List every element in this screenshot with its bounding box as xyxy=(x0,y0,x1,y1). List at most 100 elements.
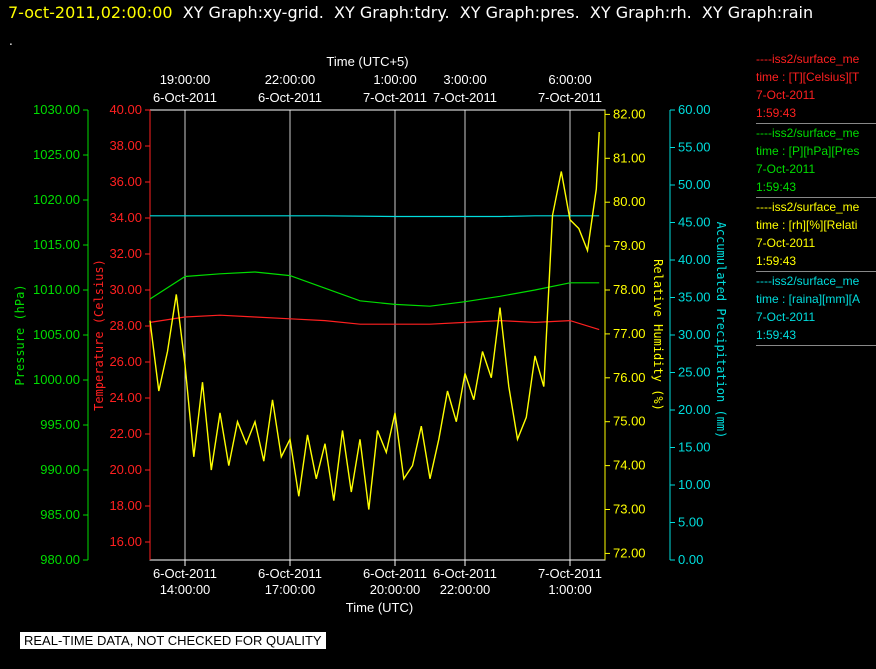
temp-tick-label: 26.00 xyxy=(109,354,142,369)
x2-tick-label-date: 7-Oct-2011 xyxy=(433,90,497,105)
rh-tick-label: 78.00 xyxy=(613,282,646,297)
pres-tick-label: 990.00 xyxy=(40,462,80,477)
legend-date: 7-Oct-2011 xyxy=(756,310,816,324)
rain-tick-label: 35.00 xyxy=(678,290,711,305)
legend-name: ----iss2/surface_me xyxy=(756,200,860,214)
x-tick-label-date: 7-Oct-2011 xyxy=(538,566,602,581)
x-tick-label-time: 22:00:00 xyxy=(440,582,491,597)
rain-tick-label: 25.00 xyxy=(678,365,711,380)
legend-date: 7-Oct-2011 xyxy=(756,162,816,176)
legend-name: ----iss2/surface_me xyxy=(756,126,860,140)
pres-tick-label: 985.00 xyxy=(40,507,80,522)
pres-tick-label: 1020.00 xyxy=(33,192,80,207)
rh-tick-label: 75.00 xyxy=(613,414,646,429)
pres-tick-label: 1010.00 xyxy=(33,282,80,297)
legend-units: time : [rh][%][Relati xyxy=(756,218,858,232)
rh-tick-label: 80.00 xyxy=(613,194,646,209)
rain-tick-label: 5.00 xyxy=(678,515,703,530)
plot-frame xyxy=(149,109,606,561)
x-tick-label-date: 6-Oct-2011 xyxy=(363,566,427,581)
rh-tick-label: 76.00 xyxy=(613,370,646,385)
x2-tick-label-time: 19:00:00 xyxy=(160,72,211,87)
header-timestamp: 7-oct-2011,02:00:00 xyxy=(8,3,173,22)
x-tick-label-time: 1:00:00 xyxy=(548,582,591,597)
temp-tick-label: 20.00 xyxy=(109,462,142,477)
x-tick-label-time: 17:00:00 xyxy=(265,582,316,597)
pres-tick-label: 995.00 xyxy=(40,417,80,432)
quality-notice: REAL-TIME DATA, NOT CHECKED FOR QUALITY xyxy=(20,632,326,649)
legend-date: 7-Oct-2011 xyxy=(756,88,816,102)
rh-tick-label: 72.00 xyxy=(613,545,646,560)
rh-axis-label: Relative Humidity (%) xyxy=(651,259,665,411)
temp-tick-label: 18.00 xyxy=(109,498,142,513)
temp-tick-label: 38.00 xyxy=(109,138,142,153)
x2-tick-label-time: 22:00:00 xyxy=(265,72,316,87)
rh-tick-label: 79.00 xyxy=(613,238,646,253)
legend-time: 1:59:43 xyxy=(756,254,797,268)
x-tick-label-date: 6-Oct-2011 xyxy=(258,566,322,581)
legend-units: time : [raina][mm][A xyxy=(756,292,861,306)
rain-tick-label: 50.00 xyxy=(678,177,711,192)
pres-series-line xyxy=(149,271,600,307)
x2-tick-label-time: 3:00:00 xyxy=(443,72,486,87)
pres-tick-label: 1005.00 xyxy=(33,327,80,342)
x-tick-label-time: 14:00:00 xyxy=(160,582,211,597)
rain-tick-label: 60.00 xyxy=(678,102,711,117)
rh-tick-label: 73.00 xyxy=(613,502,646,517)
rh-tick-label: 81.00 xyxy=(613,150,646,165)
x-tick-label-date: 6-Oct-2011 xyxy=(153,566,217,581)
rh-tick-label: 77.00 xyxy=(613,326,646,341)
temp-tick-label: 40.00 xyxy=(109,102,142,117)
legend-name: ----iss2/surface_me xyxy=(756,52,860,66)
header: 7-oct-2011,02:00:00 XY Graph:xy-grid. XY… xyxy=(8,3,813,22)
header-dot: . xyxy=(9,34,13,48)
pres-axis-label: Pressure (hPa) xyxy=(13,284,27,385)
x2-tick-label-time: 1:00:00 xyxy=(373,72,416,87)
pres-tick-label: 980.00 xyxy=(40,552,80,567)
temp-tick-label: 22.00 xyxy=(109,426,142,441)
x-axis-label: Time (UTC) xyxy=(346,600,413,615)
rain-tick-label: 30.00 xyxy=(678,327,711,342)
x2-tick-label-date: 6-Oct-2011 xyxy=(258,90,322,105)
legend: ----iss2/surface_me time : [T][Celsius][T… xyxy=(756,50,876,346)
legend-units: time : [T][Celsius][T xyxy=(756,70,860,84)
rain-axis-label: Accumulated Precipitation (mm) xyxy=(714,222,728,439)
legend-units: time : [P][hPa][Pres xyxy=(756,144,860,158)
temp-tick-label: 16.00 xyxy=(109,534,142,549)
x2-tick-label-date: 7-Oct-2011 xyxy=(538,90,602,105)
temp-axis-label: Temperature (Celsius) xyxy=(92,259,106,411)
pres-tick-label: 1000.00 xyxy=(33,372,80,387)
rain-tick-label: 20.00 xyxy=(678,402,711,417)
rh-tick-label: 82.00 xyxy=(613,106,646,121)
legend-name: ----iss2/surface_me xyxy=(756,274,860,288)
temp-tick-label: 34.00 xyxy=(109,210,142,225)
x2-tick-label-date: 6-Oct-2011 xyxy=(153,90,217,105)
temp-series-line xyxy=(149,314,600,331)
x-tick-label-date: 6-Oct-2011 xyxy=(433,566,497,581)
rain-tick-label: 15.00 xyxy=(678,440,711,455)
rain-tick-label: 40.00 xyxy=(678,252,711,267)
x2-tick-label-time: 6:00:00 xyxy=(548,72,591,87)
x-tick-label-time: 20:00:00 xyxy=(370,582,421,597)
rain-tick-label: 45.00 xyxy=(678,215,711,230)
legend-date: 7-Oct-2011 xyxy=(756,236,816,250)
rh-tick-label: 74.00 xyxy=(613,458,646,473)
pres-tick-label: 1030.00 xyxy=(33,102,80,117)
x2-tick-label-date: 7-Oct-2011 xyxy=(363,90,427,105)
legend-time: 1:59:43 xyxy=(756,328,797,342)
temp-tick-label: 24.00 xyxy=(109,390,142,405)
rain-tick-label: 55.00 xyxy=(678,140,711,155)
temp-tick-label: 28.00 xyxy=(109,318,142,333)
rain-tick-label: 0.00 xyxy=(678,552,703,567)
temp-tick-label: 30.00 xyxy=(109,282,142,297)
temp-tick-label: 32.00 xyxy=(109,246,142,261)
pres-tick-label: 1025.00 xyxy=(33,147,80,162)
rain-series-line xyxy=(150,215,600,218)
pres-tick-label: 1015.00 xyxy=(33,237,80,252)
rain-tick-label: 10.00 xyxy=(678,477,711,492)
legend-time: 1:59:43 xyxy=(756,180,797,194)
